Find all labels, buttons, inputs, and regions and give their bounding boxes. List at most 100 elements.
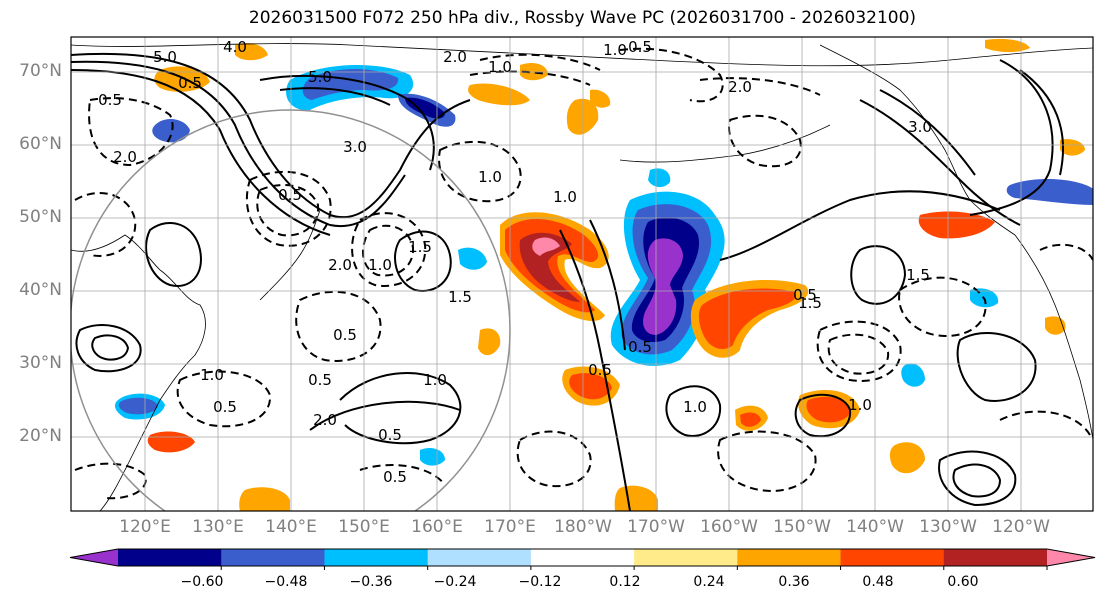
contour-line xyxy=(516,430,592,488)
contour-line xyxy=(1019,69,1064,176)
lat-label-50n: 50°N xyxy=(19,207,62,227)
coastline-aleutians xyxy=(619,124,831,163)
map-content: 5.04.00.52.01.03.03.05.00.51.02.01.00.51… xyxy=(71,37,1093,511)
colorbar-tick-label: 0.48 xyxy=(862,574,894,590)
shade-blob xyxy=(806,396,851,423)
solid-contours xyxy=(71,52,1064,511)
contour-label: 0.5 xyxy=(98,91,122,109)
lat-label-40n: 40°N xyxy=(19,280,62,300)
coastline-north xyxy=(71,43,1093,67)
contour-line xyxy=(479,53,601,71)
contour-line xyxy=(145,221,202,287)
shade-blob xyxy=(901,363,925,387)
coastline-na-west xyxy=(1014,234,1093,441)
contour-line xyxy=(827,333,890,375)
shade-blob xyxy=(1006,178,1093,205)
contour-label: 1.0 xyxy=(683,398,707,416)
lon-label-160e: 160°E xyxy=(411,517,463,537)
contour-line xyxy=(816,320,902,382)
contour-line xyxy=(952,463,1002,498)
map-title: 2026031500 F072 250 hPa div., Rossby Wav… xyxy=(248,8,917,28)
colorbar-tick-label: 0.12 xyxy=(609,574,641,590)
contour-line xyxy=(74,191,137,257)
lat-label-20n: 20°N xyxy=(19,426,62,446)
contour-label: 1.0 xyxy=(603,41,627,59)
contour-line xyxy=(351,212,427,287)
colorbar-tick-label: −0.36 xyxy=(349,574,393,590)
lat-label-30n: 30°N xyxy=(19,353,62,373)
contour-label: 0.5 xyxy=(308,371,332,389)
contour-label: 1.0 xyxy=(200,366,224,384)
colorbar-bin xyxy=(943,549,1048,566)
contour-label: 0.5 xyxy=(628,38,652,56)
contour-label: 2.0 xyxy=(728,78,752,96)
contour-line xyxy=(259,74,435,171)
contour-line xyxy=(589,219,626,351)
colorbar-tick-label: 0.36 xyxy=(778,574,810,590)
shade-blob xyxy=(648,168,671,188)
lon-label-130w: 130°W xyxy=(919,517,977,537)
colorbar-bin xyxy=(737,549,842,566)
contour-line xyxy=(339,372,462,445)
contour-line xyxy=(850,245,907,305)
contour-label: 1.0 xyxy=(423,371,447,389)
contour-label: 1.5 xyxy=(408,238,432,256)
colorbar-outline xyxy=(69,548,1096,567)
contour-line xyxy=(256,184,320,237)
contour-line xyxy=(469,70,591,86)
contour-label: 1.0 xyxy=(848,396,872,414)
contour-label: 0.5 xyxy=(278,186,302,204)
shade-blob xyxy=(643,238,683,335)
shade-blob xyxy=(1045,316,1066,335)
contour-label: 2.0 xyxy=(313,411,337,429)
contour-label: 0.5 xyxy=(178,74,202,92)
contour-label: 2.0 xyxy=(328,256,352,274)
colorbar-bin xyxy=(427,549,532,566)
shade-blob xyxy=(458,247,487,270)
shade-blob xyxy=(235,43,268,61)
dashed-contours xyxy=(74,47,1093,500)
lon-label-130e: 130°E xyxy=(192,517,244,537)
contour-line xyxy=(859,99,1021,226)
contour-line xyxy=(1039,243,1093,261)
contour-line xyxy=(71,60,406,228)
contour-label: 1.0 xyxy=(488,58,512,76)
contour-line xyxy=(619,47,724,103)
contour-line xyxy=(71,69,331,236)
lon-label-150e: 150°E xyxy=(338,517,390,537)
shade-blob xyxy=(698,288,796,350)
contour-line xyxy=(794,393,852,438)
lon-label-180w: 180°W xyxy=(554,517,612,537)
contour-line xyxy=(75,324,142,373)
contour-label: 0.5 xyxy=(793,286,817,304)
contour-line xyxy=(438,140,522,203)
shade-blob xyxy=(889,442,925,474)
colorbar-tick-label: 0.24 xyxy=(693,574,725,590)
contour-label: 1.5 xyxy=(448,288,472,306)
contour-label: 0.5 xyxy=(378,426,402,444)
shade-blob xyxy=(590,89,611,108)
colorbar-bin xyxy=(118,549,222,566)
contour-line xyxy=(295,290,382,362)
contour-line xyxy=(245,170,332,247)
colorbar-bin xyxy=(324,549,429,566)
contour-label: 5.0 xyxy=(153,48,177,66)
lon-label-120w: 120°W xyxy=(992,517,1050,537)
shade-blob xyxy=(614,485,658,511)
contour-line xyxy=(362,224,415,277)
shade-blob xyxy=(1060,139,1085,156)
colorbar-tick-label: −0.24 xyxy=(433,574,477,590)
contour-line xyxy=(91,334,130,361)
contour-label: 4.0 xyxy=(223,38,247,56)
contour-line xyxy=(879,89,976,176)
graticule xyxy=(71,37,1093,511)
contour-line xyxy=(699,77,821,96)
colorbar-bin xyxy=(1047,549,1095,566)
colorbar-bin xyxy=(840,549,945,566)
lon-label-170w: 170°W xyxy=(627,517,685,537)
lat-label-70n: 70°N xyxy=(19,61,62,81)
shade-blob xyxy=(118,397,158,415)
contour-label: 2.0 xyxy=(443,48,467,66)
contour-label: 0.5 xyxy=(213,398,237,416)
contour-labels: 5.04.00.52.01.03.03.05.00.51.02.01.00.51… xyxy=(98,38,932,486)
